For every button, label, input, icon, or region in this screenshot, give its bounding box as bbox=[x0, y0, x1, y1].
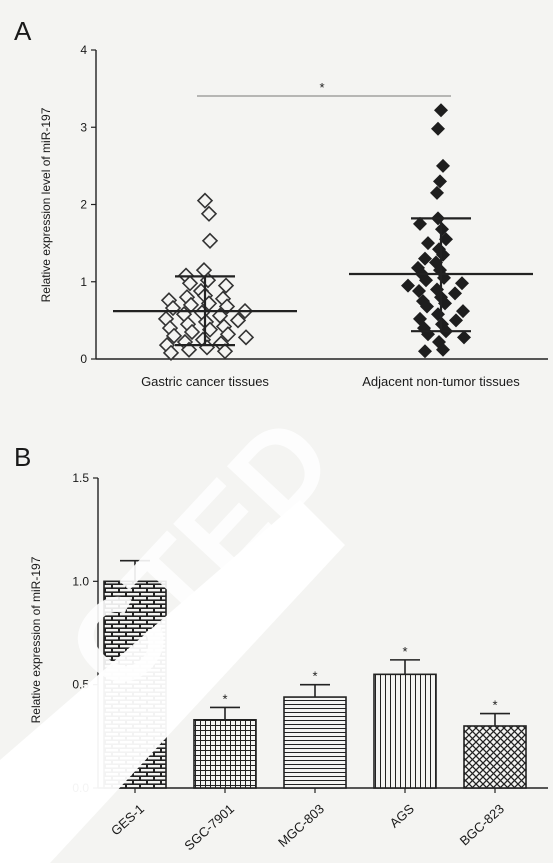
y-tick-label: 1.5 bbox=[72, 471, 89, 485]
panel-label-b: B bbox=[14, 442, 31, 472]
data-point bbox=[201, 232, 219, 249]
x-category-label: GES-1 bbox=[108, 801, 147, 838]
y-tick-label: 0.0 bbox=[72, 781, 89, 795]
data-point bbox=[200, 205, 218, 222]
data-point bbox=[436, 158, 450, 173]
data-point bbox=[418, 344, 432, 359]
data-point bbox=[413, 216, 427, 231]
significance-star: * bbox=[312, 669, 317, 684]
bar-mgc-803 bbox=[283, 696, 347, 789]
y-axis-label: Relative expression of miR-197 bbox=[29, 556, 43, 723]
data-point bbox=[431, 121, 445, 136]
bar-ges-1 bbox=[103, 580, 167, 789]
data-point bbox=[162, 344, 180, 361]
data-point bbox=[181, 275, 199, 292]
y-tick-label: 1.0 bbox=[72, 574, 89, 588]
scatter-chart-a: 0 1 2 3 4 Relative expression level of miR-19… bbox=[39, 43, 548, 389]
data-point bbox=[412, 284, 426, 299]
x-category-label: Adjacent non-tumor tissues bbox=[362, 374, 520, 389]
y-tick-label: 0.5 bbox=[72, 678, 89, 692]
significance-star: * bbox=[319, 80, 324, 95]
data-point bbox=[180, 341, 198, 358]
data-point bbox=[434, 103, 448, 118]
data-point bbox=[455, 276, 469, 291]
data-point bbox=[216, 343, 234, 360]
data-point bbox=[183, 323, 201, 341]
y-tick-label: 1 bbox=[80, 275, 87, 289]
data-point bbox=[456, 304, 470, 319]
data-point bbox=[401, 278, 415, 293]
bar-ags bbox=[373, 673, 437, 789]
data-point bbox=[439, 232, 453, 247]
x-category-label: SGC-7901 bbox=[181, 801, 237, 853]
data-point bbox=[433, 174, 447, 189]
x-category-label: BGC-823 bbox=[457, 801, 507, 848]
data-point bbox=[430, 185, 444, 200]
data-point bbox=[420, 299, 434, 314]
data-point bbox=[419, 273, 433, 288]
y-tick-label: 4 bbox=[80, 43, 87, 57]
significance-star: * bbox=[402, 644, 407, 659]
data-point bbox=[436, 247, 450, 262]
data-point bbox=[165, 327, 183, 344]
x-category-label: MGC-803 bbox=[275, 801, 327, 850]
data-point bbox=[217, 277, 235, 294]
data-point bbox=[421, 236, 435, 251]
significance-star: * bbox=[492, 698, 497, 713]
data-point bbox=[237, 329, 255, 346]
x-category-label: AGS bbox=[387, 801, 418, 831]
data-point bbox=[449, 313, 463, 328]
y-axis-label: Relative expression level of miR-197 bbox=[39, 107, 53, 302]
x-category-label: Gastric cancer tissues bbox=[141, 374, 269, 389]
y-tick-label: 2 bbox=[80, 198, 87, 212]
data-point bbox=[436, 342, 450, 357]
data-point bbox=[196, 192, 214, 209]
y-tick-label: 3 bbox=[80, 120, 87, 134]
data-point bbox=[418, 251, 432, 266]
bar-sgc-7901 bbox=[193, 718, 257, 789]
y-tick-label: 0 bbox=[80, 352, 87, 366]
data-point bbox=[218, 298, 236, 315]
panel-label-a: A bbox=[14, 16, 32, 46]
data-point bbox=[457, 330, 471, 345]
data-point bbox=[219, 326, 237, 343]
significance-star: * bbox=[222, 691, 227, 706]
bar-bgc-823 bbox=[463, 725, 527, 789]
data-point bbox=[229, 312, 247, 329]
data-point bbox=[448, 286, 462, 301]
bar-chart-b: 0.0 0.5 1.0 1.5 Relative expression of miR-1… bbox=[29, 471, 548, 853]
